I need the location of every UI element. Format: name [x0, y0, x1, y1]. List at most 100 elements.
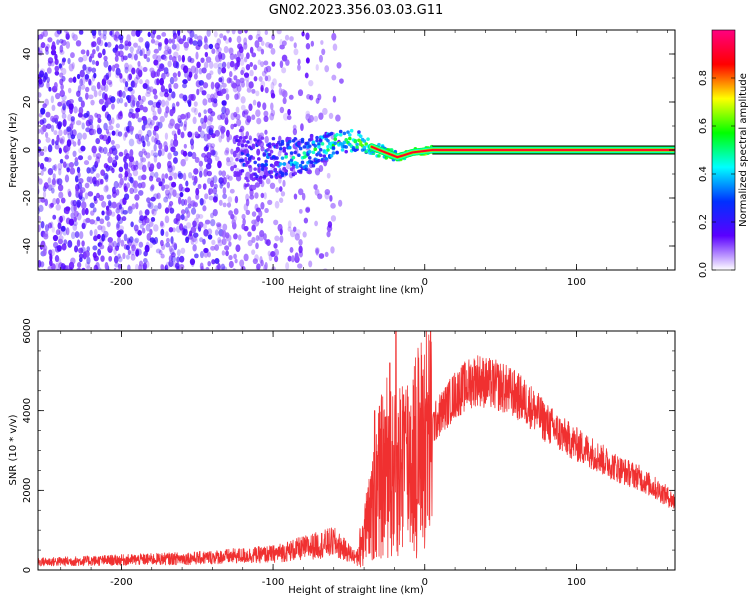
heatmap-cell: [91, 128, 97, 135]
heatmap-cell: [244, 135, 248, 140]
heatmap-cell: [208, 195, 214, 201]
heatmap-cell: [213, 192, 219, 201]
heatmap-cell: [78, 56, 84, 63]
heatmap-cell: [198, 214, 204, 219]
heatmap-cell: [238, 136, 243, 140]
heatmap-cell: [332, 43, 338, 51]
heatmap-cell: [202, 98, 208, 106]
heatmap-cell: [106, 79, 113, 85]
heatmap-cell: [78, 106, 84, 115]
heatmap-cell: [259, 132, 264, 138]
heatmap-cell: [305, 57, 310, 64]
heatmap-cell: [224, 149, 229, 156]
heatmap-cell: [248, 34, 253, 41]
heatmap-cell: [251, 211, 257, 217]
heatmap-cell: [110, 139, 115, 145]
heatmap-cell: [118, 89, 123, 98]
heatmap-cell: [207, 228, 213, 235]
heatmap-cell: [182, 94, 188, 102]
heatmap-cell: [130, 88, 135, 95]
heatmap-cell: [260, 40, 265, 46]
heatmap-cell: [38, 224, 41, 233]
heatmap-cell: [257, 36, 263, 43]
heatmap-cell: [191, 132, 195, 140]
heatmap-cell: [75, 40, 82, 47]
heatmap-cell: [305, 206, 311, 212]
heatmap-cell: [78, 253, 84, 259]
heatmap-cell: [293, 42, 297, 49]
heatmap-cell: [57, 178, 63, 186]
heatmap-cell: [117, 236, 121, 244]
heatmap-cell: [64, 154, 70, 160]
heatmap-cell: [226, 156, 230, 163]
heatmap-cell: [187, 36, 193, 44]
heatmap-cell: [164, 189, 170, 196]
heatmap-cell: [318, 253, 325, 259]
heatmap-cell: [293, 48, 299, 56]
heatmap-cell: [279, 60, 284, 69]
heatmap-cell: [251, 236, 256, 244]
x-tick-label: -200: [110, 277, 133, 288]
heatmap-cell: [258, 210, 263, 218]
heatmap-cell: [80, 77, 86, 85]
heatmap-cell: [173, 133, 178, 142]
heatmap-cell: [298, 208, 303, 214]
heatmap-cell: [225, 232, 230, 239]
heatmap-cell: [172, 157, 178, 164]
heatmap-cell: [244, 176, 248, 181]
heatmap-cell: [133, 97, 137, 103]
heatmap-cell: [276, 30, 282, 35]
heatmap-cell: [324, 150, 328, 155]
heatmap-cell: [193, 33, 198, 40]
heatmap-cell: [46, 157, 52, 163]
heatmap-cell: [43, 230, 49, 238]
heatmap-cell: [273, 255, 279, 263]
heatmap-cell: [264, 129, 268, 135]
heatmap-cell: [269, 112, 275, 121]
heatmap-cell: [150, 184, 155, 191]
heatmap-cell: [141, 48, 145, 56]
heatmap-cell: [201, 152, 207, 158]
heatmap-cell: [270, 81, 275, 90]
heatmap-cell: [139, 49, 143, 57]
heatmap-cell: [65, 41, 71, 49]
heatmap-cell: [227, 175, 233, 181]
heatmap-cell: [85, 217, 91, 223]
heatmap-cell: [39, 68, 46, 75]
heatmap-cell: [89, 229, 93, 236]
heatmap-cell: [49, 221, 54, 229]
heatmap-cell: [144, 79, 150, 86]
heatmap-cell: [48, 249, 53, 256]
heatmap-cell: [267, 199, 273, 206]
heatmap-cell: [256, 101, 261, 108]
heatmap-cell: [103, 59, 109, 68]
heatmap-cell: [245, 193, 250, 202]
heatmap-cell: [58, 168, 62, 176]
heatmap-cell: [203, 247, 209, 254]
heatmap-cell: [59, 138, 65, 145]
colorbar-tick-label: 0.4: [698, 166, 709, 182]
heatmap-cell: [70, 257, 76, 265]
heatmap-cell: [240, 169, 245, 173]
heatmap-cell: [199, 237, 204, 243]
heatmap-cell: [311, 150, 316, 155]
heatmap-cell: [108, 241, 114, 249]
heatmap-cell: [97, 248, 102, 256]
heatmap-cell: [293, 193, 298, 200]
heatmap-cell: [171, 252, 176, 258]
heatmap-cell: [58, 63, 63, 69]
heatmap-cell: [88, 78, 92, 86]
heatmap-cell: [122, 209, 128, 215]
heatmap-cell: [137, 94, 142, 101]
heatmap-cell: [187, 151, 193, 157]
heatmap-cell: [256, 117, 262, 125]
heatmap-cell: [279, 186, 283, 192]
heatmap-cell: [226, 30, 230, 34]
heatmap-cell: [257, 165, 261, 174]
heatmap-cell: [46, 76, 50, 83]
heatmap-cell: [120, 239, 125, 247]
heatmap-cell: [206, 142, 212, 148]
heatmap-cell: [51, 226, 55, 233]
heatmap-cell: [228, 254, 233, 261]
heatmap-cell: [335, 114, 341, 122]
